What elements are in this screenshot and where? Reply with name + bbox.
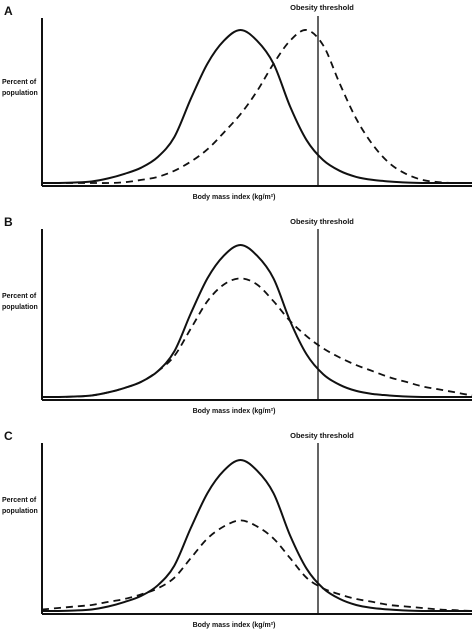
panel-letter: C (4, 429, 13, 443)
panel-b: B Obesity threshold Percent of populatio… (2, 215, 473, 415)
y-axis-label-line1: Percent of (2, 497, 37, 504)
plot-area (41, 458, 473, 613)
y-axis-label-line1: Percent of (2, 79, 37, 86)
panel-c: C Obesity threshold Percent of populatio… (2, 429, 473, 629)
y-axis-label-line2: population (2, 508, 38, 515)
x-axis-label: Body mass index (kg/m²) (193, 194, 276, 201)
obesity-threshold-label: Obesity threshold (290, 217, 354, 226)
x-axis-label: Body mass index (kg/m²) (193, 622, 276, 629)
dashed-distribution-curve (41, 519, 473, 612)
y-axis-label-line1: Percent of (2, 293, 37, 300)
y-axis-label-line2: population (2, 90, 38, 97)
solid-distribution-curve (41, 243, 472, 399)
solid-distribution-curve (41, 458, 472, 613)
plot-area (41, 28, 473, 185)
panel-letter: A (4, 4, 13, 18)
dashed-distribution-curve (42, 29, 473, 184)
panel-letter: B (4, 215, 13, 229)
solid-distribution-curve (41, 28, 472, 185)
plot-area (41, 243, 473, 399)
obesity-threshold-label: Obesity threshold (290, 431, 354, 440)
obesity-threshold-label: Obesity threshold (290, 3, 354, 12)
x-axis-label: Body mass index (kg/m²) (193, 408, 276, 415)
dashed-distribution-curve (41, 277, 473, 398)
y-axis-label-line2: population (2, 304, 38, 311)
panel-a: A Obesity threshold Percent of populatio… (2, 3, 473, 201)
